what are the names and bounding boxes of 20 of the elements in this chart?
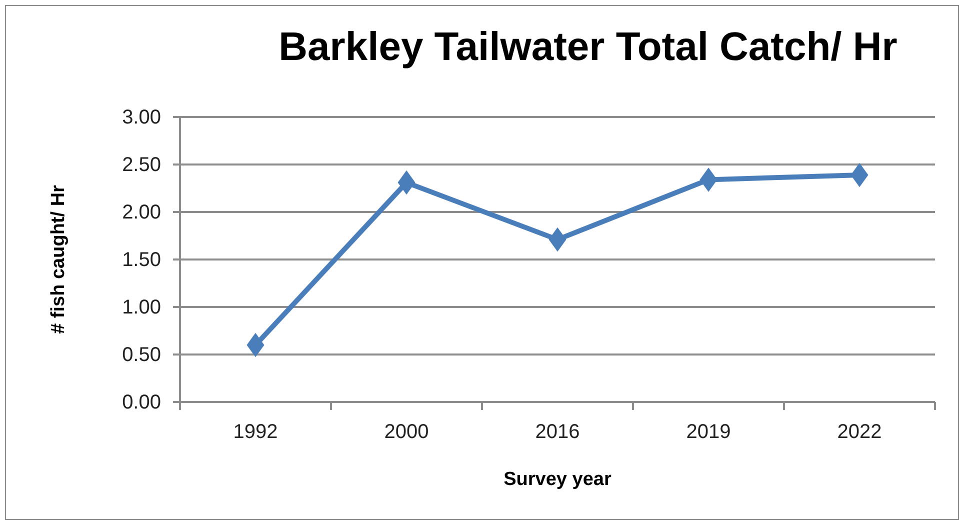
y-axis-title: # fish caught/ Hr: [48, 184, 69, 334]
point: [246, 332, 264, 358]
y-tick-label: 2.00: [122, 201, 161, 224]
y-tick-label: 1.00: [122, 296, 161, 318]
x-tick-label: 2016: [535, 421, 580, 444]
point: [850, 162, 868, 188]
x-axis-title: Survey year: [504, 469, 612, 490]
y-tick-label: 3.00: [122, 106, 161, 128]
x-tick-label: 2022: [837, 421, 882, 444]
point: [700, 168, 718, 192]
chart-title: Barkley Tailwater Total Catch/ Hr: [278, 25, 898, 69]
point: [398, 170, 416, 195]
x-tick-label: 1992: [233, 421, 278, 444]
y-tick-label: 0.50: [122, 344, 161, 366]
x-tick-label: 2019: [686, 421, 731, 444]
y-tick-label: 1.50: [122, 248, 161, 271]
point: [548, 227, 566, 252]
y-tick-label: 2.50: [122, 154, 161, 176]
y-tick-label: 0.00: [122, 391, 161, 414]
x-tick-label: 2000: [384, 421, 429, 444]
